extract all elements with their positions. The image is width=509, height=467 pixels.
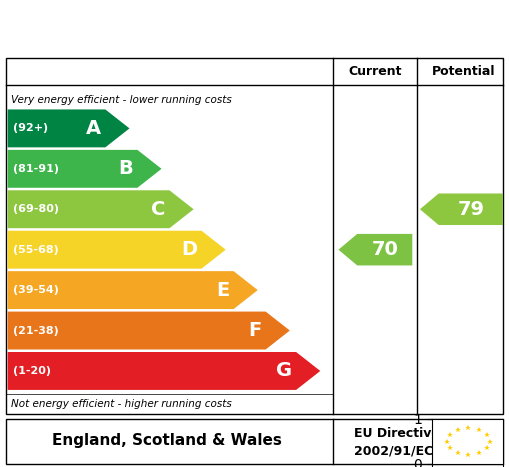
- Text: (1-20): (1-20): [13, 366, 51, 376]
- Text: EU Directive: EU Directive: [354, 427, 440, 440]
- Polygon shape: [420, 193, 503, 225]
- Polygon shape: [8, 150, 161, 188]
- Text: (21-38): (21-38): [13, 325, 59, 335]
- Text: D: D: [181, 240, 197, 259]
- Polygon shape: [8, 271, 258, 309]
- Text: (39-54): (39-54): [13, 285, 59, 295]
- Text: 2002/91/EC: 2002/91/EC: [354, 444, 433, 457]
- Text: (81-91): (81-91): [13, 164, 59, 174]
- Polygon shape: [8, 231, 225, 269]
- Text: (92+): (92+): [13, 123, 48, 134]
- Text: Very energy efficient - lower running costs: Very energy efficient - lower running co…: [11, 95, 232, 105]
- Text: Current: Current: [349, 65, 402, 78]
- Text: (69-80): (69-80): [13, 204, 59, 214]
- Text: England, Scotland & Wales: England, Scotland & Wales: [52, 433, 281, 448]
- Polygon shape: [8, 311, 290, 349]
- Polygon shape: [338, 234, 412, 265]
- Text: 70: 70: [372, 240, 398, 259]
- Text: F: F: [248, 321, 262, 340]
- Text: G: G: [276, 361, 292, 381]
- Polygon shape: [8, 190, 193, 228]
- Text: Energy Efficiency Rating: Energy Efficiency Rating: [15, 18, 322, 38]
- Polygon shape: [8, 352, 320, 390]
- Polygon shape: [8, 109, 129, 148]
- Text: 79: 79: [457, 200, 484, 219]
- Text: B: B: [119, 159, 133, 178]
- Bar: [6, 419, 503, 464]
- Text: Not energy efficient - higher running costs: Not energy efficient - higher running co…: [11, 399, 232, 409]
- Text: Potential: Potential: [432, 65, 495, 78]
- Text: C: C: [151, 200, 165, 219]
- Text: E: E: [216, 281, 230, 300]
- Text: A: A: [86, 119, 101, 138]
- Text: (55-68): (55-68): [13, 245, 59, 255]
